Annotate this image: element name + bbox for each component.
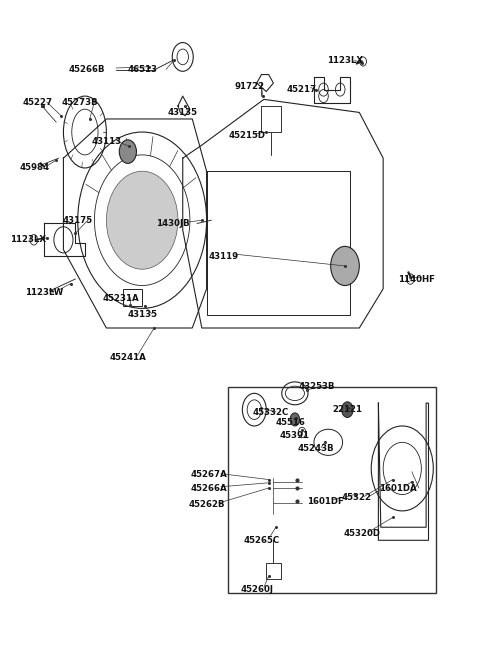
Text: 1123LX: 1123LX xyxy=(10,236,46,244)
Text: 43175: 43175 xyxy=(63,216,93,225)
Text: 1123LX: 1123LX xyxy=(327,56,363,65)
Text: 45227: 45227 xyxy=(22,98,52,107)
Text: 43119: 43119 xyxy=(208,252,239,260)
Text: 45265C: 45265C xyxy=(243,536,279,544)
Text: 45241A: 45241A xyxy=(109,353,146,362)
Bar xyxy=(123,289,142,306)
Text: 46513: 46513 xyxy=(127,66,157,75)
Text: 1430JB: 1430JB xyxy=(156,219,190,228)
Text: 45215D: 45215D xyxy=(228,131,265,140)
Text: 22121: 22121 xyxy=(332,405,362,414)
Text: 45266A: 45266A xyxy=(191,483,228,493)
Text: 45267A: 45267A xyxy=(191,470,228,480)
Circle shape xyxy=(290,413,300,426)
Text: 45231A: 45231A xyxy=(102,294,139,303)
Text: 43253B: 43253B xyxy=(298,382,335,391)
Text: 43113: 43113 xyxy=(91,137,121,146)
Text: 45322: 45322 xyxy=(342,493,372,502)
Text: 45260J: 45260J xyxy=(240,584,273,594)
Text: 1601DA: 1601DA xyxy=(379,483,416,493)
Bar xyxy=(228,387,436,592)
Text: 45266B: 45266B xyxy=(69,66,106,75)
Text: 1123LW: 1123LW xyxy=(25,287,63,297)
Text: 43135: 43135 xyxy=(127,310,157,319)
Circle shape xyxy=(342,402,353,417)
Text: 45262B: 45262B xyxy=(188,500,225,509)
Text: 45273B: 45273B xyxy=(62,98,98,107)
Circle shape xyxy=(107,171,178,269)
Text: 45516: 45516 xyxy=(275,419,305,427)
Text: 45217: 45217 xyxy=(287,85,317,94)
Text: 1140HF: 1140HF xyxy=(398,274,435,283)
Circle shape xyxy=(331,247,360,285)
Text: 1601DF: 1601DF xyxy=(308,497,344,506)
Text: 43135: 43135 xyxy=(168,108,198,117)
Text: 45332C: 45332C xyxy=(253,409,289,417)
Text: 91722: 91722 xyxy=(235,82,264,91)
Text: 45984: 45984 xyxy=(20,163,50,173)
Text: 45243B: 45243B xyxy=(298,444,335,453)
Text: 45320D: 45320D xyxy=(343,529,380,539)
Text: 45391: 45391 xyxy=(280,431,310,440)
Circle shape xyxy=(119,140,136,163)
